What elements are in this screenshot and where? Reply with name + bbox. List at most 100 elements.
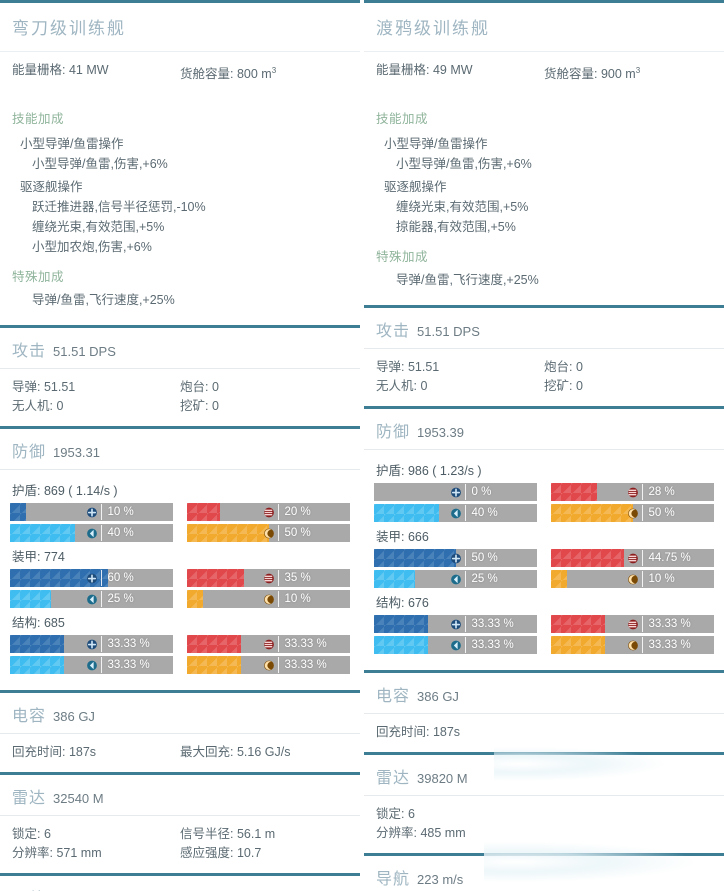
drone-dps-stat: 无人机: 0 (376, 379, 428, 394)
bonus-group-title: 特殊加成 (12, 270, 65, 285)
max-recharge-stat (544, 723, 712, 742)
navigation-title: 导航 (376, 871, 411, 889)
resistance-fill-thermal (374, 570, 415, 589)
resistance-divider (100, 504, 102, 521)
sensor-strength-stat (544, 824, 712, 843)
bonus-skill-name: 驱逐舰操作 (20, 180, 83, 195)
resistance-divider (277, 504, 279, 521)
bonus-line: 缠绕光束,有效范围,+5% (32, 220, 165, 235)
resistance-fill-explosive (551, 504, 633, 523)
em-damage-icon (448, 617, 463, 632)
resistance-divider (464, 484, 466, 501)
mining-stat: 挖矿: 0 (544, 379, 583, 394)
defense-layer: 装甲: 774 60 % 25 % 35 % 10 % (10, 546, 350, 609)
bonus-line: 跃迁推进器,信号半径惩罚,-10% (32, 200, 206, 215)
defense-title: 防御 (376, 424, 411, 442)
resistance-bar: 33.33 % (187, 656, 350, 675)
lock-targets-stat: 锁定: 6 (12, 827, 51, 842)
kinetic-damage-icon (625, 551, 640, 566)
resistance-divider (277, 636, 279, 653)
navigation-title: 导航 (12, 885, 46, 891)
resistance-divider (641, 505, 643, 522)
resistance-percent-label: 44.75 % (648, 552, 691, 565)
lock-targets-stat: 锁定: 6 (376, 807, 415, 822)
resistance-percent-label: 33.33 % (284, 638, 327, 651)
defense-header: 防御 1953.39 (364, 409, 724, 451)
resistance-col-right: 35 % 10 % (187, 569, 350, 609)
defense-value: 1953.39 (417, 425, 465, 441)
bonus-line: 小型导弹/鱼雷,伤害,+6% (32, 157, 168, 172)
radar-title: 雷达 (12, 790, 47, 808)
attack-section: 攻击 51.51 DPS 导弹: 51.51 炮台: 0 无人机: 0 挖矿: 0 (0, 325, 360, 427)
resistance-bar: 60 % (10, 569, 173, 588)
resistance-bar: 50 % (551, 504, 714, 523)
resistance-percent-label: 35 % (284, 572, 311, 585)
resistance-rows: 60 % 25 % 35 % 10 % (10, 569, 350, 609)
resistance-col-left: 0 % 40 % (374, 483, 537, 523)
radar-stats: 锁定: 6 信号半径: 56.1 m 分辨率: 571 mm 感应强度: 10.7 (0, 816, 360, 873)
drone-dps-stat: 无人机: 0 (12, 399, 64, 414)
resistance-percent-label: 50 % (471, 552, 498, 565)
navigation-header: 导航 223 m/s (364, 842, 724, 891)
resistance-fill-kinetic (551, 549, 624, 568)
signal-radius-stat (544, 805, 712, 824)
defense-section: 防御 1953.39 护盾: 986 ( 1.23/s ) 0 % 40 % 28 % 50… (364, 406, 724, 671)
resistance-fill-thermal (374, 504, 440, 523)
resistance-divider (464, 505, 466, 522)
radar-stats: 锁定: 6 分辨率: 485 mm (364, 796, 724, 853)
resistance-col-right: 33.33 % 33.33 % (551, 615, 714, 655)
thermal-damage-icon (84, 526, 99, 541)
resistance-fill-explosive (187, 524, 269, 543)
resistance-bar: 33.33 % (551, 636, 714, 655)
em-damage-icon (84, 637, 99, 652)
missile-dps-stat: 导弹: 51.51 (376, 360, 440, 375)
resistance-fill-kinetic (551, 483, 597, 502)
cargo-stat: 货舱容量: 900 m3 (544, 66, 641, 82)
resistance-divider (641, 571, 643, 588)
attack-title: 攻击 (376, 323, 411, 341)
resistance-percent-label: 20 % (284, 506, 311, 519)
em-damage-icon (84, 505, 99, 520)
resistance-bar: 33.33 % (10, 635, 173, 654)
resistance-fill-kinetic (551, 615, 606, 634)
resistance-percent-label: 33.33 % (107, 659, 150, 672)
resistance-rows: 0 % 40 % 28 % 50 % (374, 483, 714, 523)
defense-value: 1953.31 (53, 445, 101, 461)
ship-panel-1: 弯刀级训练舰 能量栅格: 41 MW 货舱容量: 800 m3 技能加成 小型导弹/鱼雷… (0, 0, 360, 891)
bonus-line: 小型导弹/鱼雷,伤害,+6% (396, 157, 532, 172)
resistance-fill-explosive (551, 636, 606, 655)
resistance-bar: 33.33 % (10, 656, 173, 675)
ship-top-stats: 能量栅格: 49 MW 货舱容量: 900 m3 (364, 52, 724, 94)
resistance-percent-label: 33.33 % (471, 618, 514, 631)
resistance-bar: 28 % (551, 483, 714, 502)
resistance-fill-em (374, 615, 429, 634)
navigation-section: 导航269 m/s抗跃迁干扰: 0跃迁速度: 4 AU/s惯性系数: 2.1 x… (0, 873, 360, 891)
defense-layer: 结构: 685 33.33 % 33.33 % 33.33 % 33.33 % (10, 612, 350, 675)
bonus-group-title: 技能加成 (12, 112, 65, 127)
recharge-time-stat: 回充时间: 187s (12, 745, 97, 760)
navigation-value: 223 m/s (417, 872, 464, 888)
thermal-damage-icon (84, 658, 99, 673)
resistance-divider (464, 616, 466, 633)
resistance-rows: 50 % 25 % 44.75 % 10 % (374, 549, 714, 589)
resistance-fill-thermal (10, 590, 51, 609)
thermal-damage-icon (448, 572, 463, 587)
capacitor-section: 电容 386 GJ 回充时间: 187s (364, 670, 724, 753)
defense-section: 防御 1953.31 护盾: 869 ( 1.14/s ) 10 % 40 % 20 % 5… (0, 426, 360, 691)
resistance-rows: 33.33 % 33.33 % 33.33 % 33.33 % (374, 615, 714, 655)
ship-overview-section: 弯刀级训练舰 能量栅格: 41 MW 货舱容量: 800 m3 技能加成 小型导弹/鱼雷… (0, 0, 360, 326)
resistance-percent-label: 10 % (107, 506, 134, 519)
thermal-damage-icon (448, 638, 463, 653)
resistance-divider (100, 570, 102, 587)
resistance-divider (277, 657, 279, 674)
resistance-bar: 0 % (374, 483, 537, 502)
capacitor-stats: 回充时间: 187s (364, 714, 724, 752)
resistance-bar: 20 % (187, 503, 350, 522)
bonus-line: 缠绕光束,有效范围,+5% (396, 200, 529, 215)
radar-section: 雷达 39820 M 锁定: 6 分辨率: 485 mm (364, 747, 724, 854)
resistance-divider (100, 591, 102, 608)
resistance-percent-label: 25 % (471, 573, 498, 586)
signal-radius-stat: 信号半径: 56.1 m (180, 827, 276, 842)
attack-value: 51.51 DPS (417, 324, 480, 340)
